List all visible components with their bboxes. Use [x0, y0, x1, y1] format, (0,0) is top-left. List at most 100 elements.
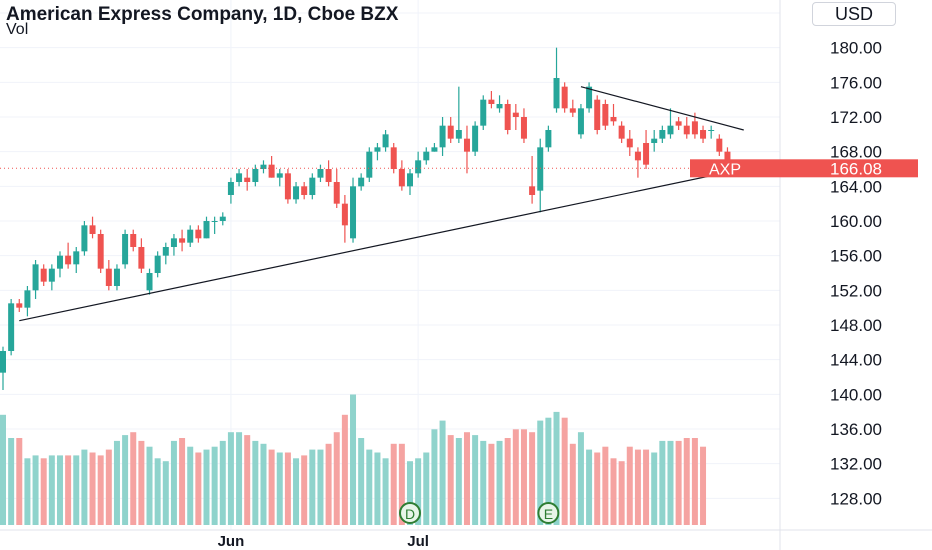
volume-bar [358, 438, 365, 525]
volume-bar [700, 446, 707, 525]
volume-bar [447, 435, 454, 525]
candle-body [211, 221, 218, 222]
candle-body [56, 255, 63, 269]
volume-bar [496, 440, 503, 525]
candle-body [683, 125, 690, 135]
price-tick-label: 160.00 [830, 212, 882, 231]
candle-body [455, 130, 462, 139]
candle-body [16, 303, 23, 308]
trendline [19, 159, 785, 322]
candle-body [170, 238, 177, 247]
candle-body [529, 186, 536, 195]
volume-bar [610, 458, 617, 525]
price-axis[interactable]: 128.00 132.00 136.00 140.00 144.00 148.00 152.… [830, 4, 882, 508]
candle-body [268, 164, 275, 178]
candle-body [667, 125, 674, 135]
volume-bar [179, 438, 186, 525]
candle-body [716, 138, 723, 152]
volume-bar [520, 429, 527, 525]
volume-bar [463, 432, 470, 525]
volume-bar [586, 449, 593, 525]
volume-bar [504, 438, 511, 525]
candle-body [89, 225, 96, 234]
volume-bar [382, 458, 389, 525]
price-tick-label: 172.00 [830, 108, 882, 127]
price-candles [0, 47, 731, 390]
candle-body [260, 164, 267, 169]
volume-bar [455, 438, 462, 525]
event-badge [537, 502, 560, 524]
chart-title: American Express Company, 1D, Cboe BZX [6, 4, 399, 25]
volume-bar [138, 440, 145, 525]
candle-body [276, 173, 283, 178]
candle-body [561, 86, 568, 109]
candle-body [415, 160, 422, 174]
time-axis[interactable]: Jun Jul [218, 533, 429, 550]
candle-body [407, 173, 413, 187]
volume-bar [374, 452, 381, 525]
volume-bar [545, 417, 552, 525]
candle-body [122, 234, 129, 265]
candle-body [65, 255, 72, 265]
candle-body [97, 234, 104, 269]
candle-body [179, 238, 186, 243]
price-tick-label: 144.00 [830, 351, 882, 370]
candle-body [203, 221, 210, 239]
volume-bar [146, 446, 153, 525]
symbol-tag [690, 159, 780, 178]
candle-body [162, 247, 169, 256]
volume-bar [691, 438, 698, 525]
candle-body [618, 125, 625, 139]
volume-bar [667, 440, 674, 525]
candle-body [390, 147, 397, 169]
volume-bar [407, 461, 413, 525]
candle-body [32, 264, 39, 291]
currency-button[interactable]: USD [812, 2, 896, 26]
candle-body [569, 108, 576, 113]
price-tick-label: 168.00 [830, 143, 882, 162]
volume-bar [431, 429, 438, 525]
volume-bar [569, 443, 576, 525]
price-tick-label: 156.00 [830, 247, 882, 266]
volume-bar [236, 432, 243, 525]
candle-body [724, 151, 731, 165]
volume-bar [301, 455, 308, 525]
volume-bar [472, 435, 479, 525]
event-label: D [405, 506, 415, 522]
volume-bar [341, 414, 348, 525]
volume-bar [130, 432, 137, 525]
volume-bar [529, 432, 536, 525]
volume-bar [553, 411, 560, 525]
candle-body [545, 130, 552, 148]
candle-body [48, 268, 55, 282]
volume-bar [488, 443, 495, 525]
volume-indicator-label: Vol [6, 21, 29, 38]
candle-body [488, 99, 495, 104]
volume-bar [162, 461, 169, 525]
volume-bar [24, 458, 31, 525]
candle-body [626, 138, 633, 148]
time-tick-label: Jun [218, 533, 245, 550]
candle-body [472, 125, 479, 152]
symbol-tag-label: AXP [709, 161, 741, 178]
volume-bar [268, 449, 275, 525]
volume-bar [227, 432, 234, 525]
volume-bar [675, 440, 682, 525]
volume-bar [195, 452, 202, 525]
volume-bar [16, 438, 23, 525]
candle-body [708, 130, 715, 131]
volume-bar [512, 429, 519, 525]
last-price-value: 166.08 [830, 159, 882, 178]
candle-body [634, 151, 641, 161]
last-price-marker: AXP 166.08 [0, 159, 918, 178]
candle-body [553, 78, 560, 109]
candle-body [40, 268, 47, 282]
volume-bar [350, 394, 357, 525]
candle-body [537, 147, 544, 191]
candle-body [236, 173, 243, 182]
price-tick-label: 164.00 [830, 177, 882, 196]
volume-bars [0, 394, 707, 525]
